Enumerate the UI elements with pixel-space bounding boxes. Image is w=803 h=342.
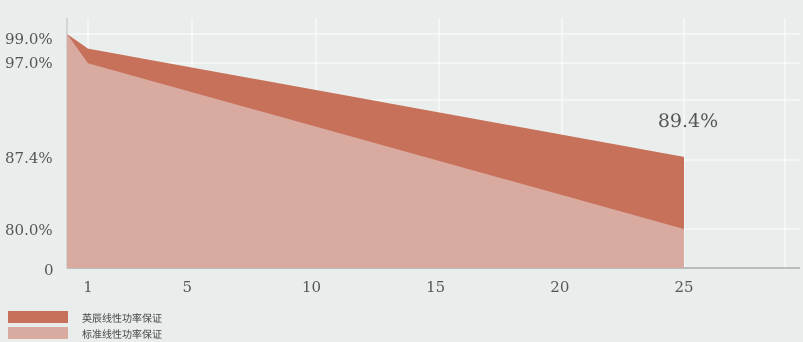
x-tick-label: 25 <box>674 278 693 296</box>
area-standard <box>67 34 684 268</box>
y-tick-label: 97.0% <box>5 54 53 72</box>
y-tick-label: 87.4% <box>5 149 53 167</box>
legend-item-yingchen: 英辰线性功率保证 <box>8 309 162 325</box>
legend-label-yingchen: 英辰线性功率保证 <box>82 313 162 325</box>
x-tick-label: 1 <box>83 278 93 296</box>
legend-label-standard: 标准线性功率保证 <box>82 329 162 341</box>
x-tick-labels: 1 5 10 15 20 25 <box>83 278 693 296</box>
legend-item-standard: 标准线性功率保证 <box>8 325 162 341</box>
y-tick-labels: 0 80.0% 87.4% 97.0% 99.0% <box>5 30 54 279</box>
y-tick-label: 80.0% <box>5 221 53 239</box>
legend: 英辰线性功率保证 标准线性功率保证 <box>8 309 162 341</box>
x-tick-label: 20 <box>550 278 569 296</box>
legend-swatch-yingchen <box>8 311 68 323</box>
annotation-label: 89.4% <box>658 110 718 132</box>
x-tick-label: 5 <box>183 278 193 296</box>
y-tick-label: 0 <box>44 261 54 279</box>
x-tick-label: 10 <box>302 278 321 296</box>
y-tick-label: 99.0% <box>5 30 53 48</box>
legend-swatch-standard <box>8 327 68 339</box>
x-tick-label: 15 <box>426 278 445 296</box>
